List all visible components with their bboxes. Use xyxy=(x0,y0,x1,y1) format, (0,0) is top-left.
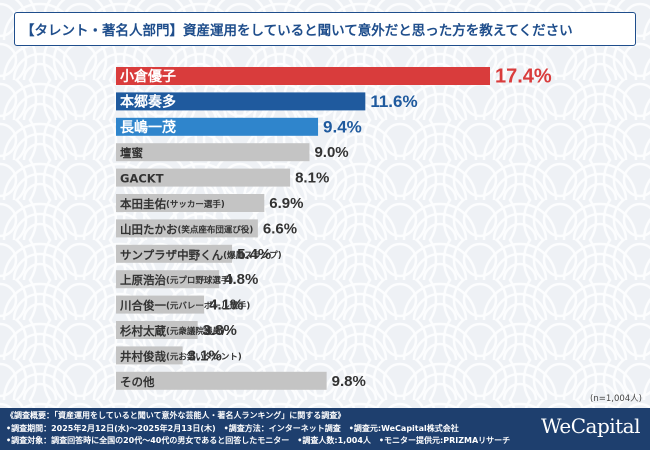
bar xyxy=(116,143,310,162)
survey-note-line: 《調査概要：「資産運用をしていると聞いて意外な芸能人・著名人ランキング」に関する… xyxy=(6,411,346,420)
category-label: 本田圭佑(サッカー選手) xyxy=(120,197,225,211)
value-label: 4.8% xyxy=(224,271,258,288)
bar xyxy=(116,92,366,111)
category-label: 上原浩治(元プロ野球選手) xyxy=(120,273,233,287)
bar xyxy=(116,219,258,238)
category-label: 杉村太蔵(元衆議院議員) xyxy=(120,324,225,338)
category-label: GACKT xyxy=(120,171,164,185)
value-label: 3.8% xyxy=(203,322,237,339)
survey-notes: 《調査概要：「資産運用をしていると聞いて意外な芸能人・著名人ランキング」に関する… xyxy=(6,410,526,448)
value-label: 6.9% xyxy=(269,195,303,212)
category-label: サンプラザ中野くん(爆風スランプ) xyxy=(120,247,282,261)
category-label: 長嶋一茂 xyxy=(120,119,176,136)
value-label: 17.4% xyxy=(495,65,552,87)
bar xyxy=(116,295,205,314)
category-label: 山田たかお(笑点座布団運び役) xyxy=(120,222,253,236)
bar xyxy=(116,67,490,85)
category-label: その他 xyxy=(120,374,155,388)
bar xyxy=(116,194,265,212)
category-label: 川合俊一(元バレーボール選手) xyxy=(119,298,250,312)
bar xyxy=(116,371,327,390)
brand-logo: WeCapital xyxy=(540,414,641,438)
value-label: 8.1% xyxy=(295,170,329,187)
value-label: 3.1% xyxy=(188,347,222,364)
bar xyxy=(116,244,233,263)
bar xyxy=(116,321,198,339)
category-label: 井村俊哉(元お笑いタレント) xyxy=(120,349,242,363)
bar-chart: 小倉優子 17.4% 本郷奏多 11.6% 長嶋一茂 9.4% 壇蜜 9.0% GACKT 8.1… xyxy=(116,65,552,390)
value-label: 9.0% xyxy=(314,144,348,161)
value-label: 9.8% xyxy=(332,373,366,390)
bar xyxy=(116,270,220,289)
sample-size-note: (n=1,004人) xyxy=(590,394,642,404)
bar xyxy=(116,346,183,365)
value-label: 11.6% xyxy=(370,92,417,111)
value-label: 6.6% xyxy=(263,220,297,237)
survey-note-line: •調査対象：調査回答時に全国の20代～40代の男女であると回答したモニター •調… xyxy=(6,436,511,445)
bar xyxy=(116,168,291,187)
chart-title: 【タレント・著名人部門】資産運用をしていると聞いて意外だと思った方を教えてくださ… xyxy=(14,12,636,46)
category-label: 本郷奏多 xyxy=(120,93,176,110)
value-label: 4.1% xyxy=(209,297,243,314)
bar xyxy=(116,117,319,136)
footer: 《調査概要：「資産運用をしていると聞いて意外な芸能人・著名人ランキング」に関する… xyxy=(0,408,650,450)
value-label: 9.4% xyxy=(323,117,362,136)
value-label: 5.4% xyxy=(237,246,271,263)
category-label: 小倉優子 xyxy=(120,68,176,85)
category-label: 壇蜜 xyxy=(120,146,143,160)
survey-note-line: •調査期間：2025年2月12日(水)～2025年2月13日(木) •調査方法：… xyxy=(6,423,459,433)
